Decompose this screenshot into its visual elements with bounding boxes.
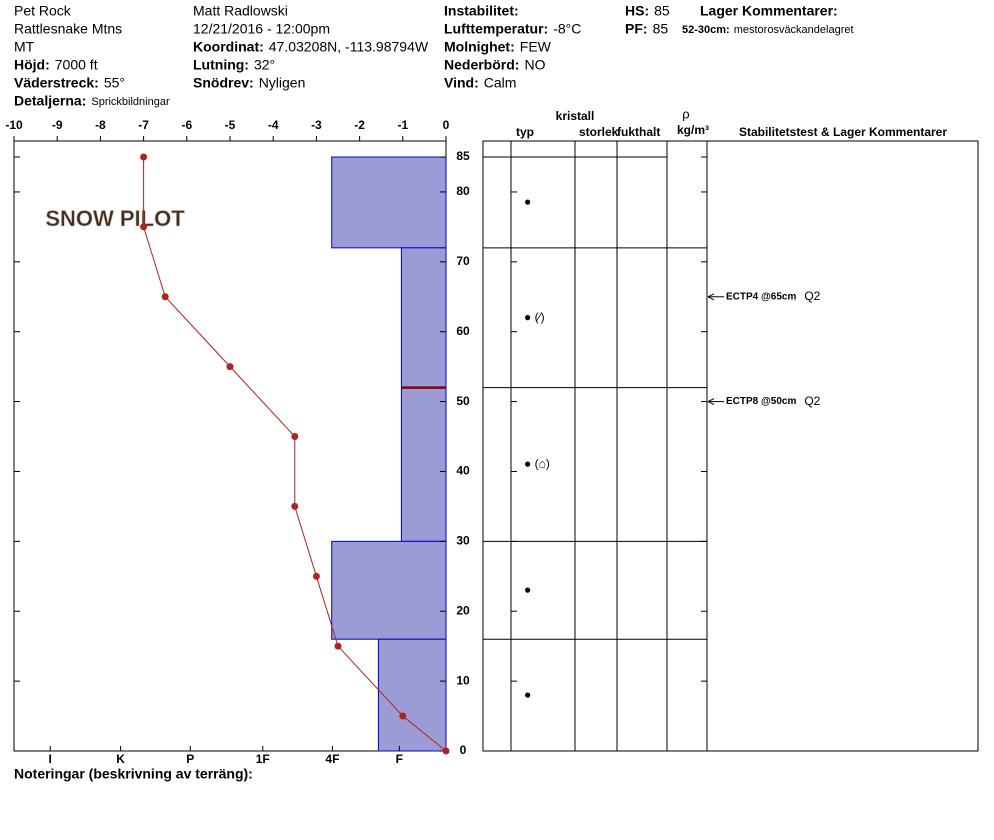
grain-type: ● — [524, 687, 531, 701]
field-label: Detaljerna: — [14, 93, 86, 109]
x-tick-label: -3 — [311, 118, 322, 132]
field-value: Rattlesnake Mtns — [14, 21, 122, 37]
table-frame — [482, 140, 979, 752]
test-label: ECTP8 @50cm — [726, 396, 796, 407]
y-tick-label: 20 — [456, 603, 470, 617]
field-value: 47.03208N, -113.98794W — [269, 39, 429, 55]
field-value: Sprickbildningar — [91, 96, 170, 108]
test-quality: Q2 — [804, 289, 820, 303]
column-header: storlek — [579, 125, 619, 139]
x-tick-label: -4 — [268, 118, 279, 132]
field-label: Molnighet: — [444, 39, 515, 55]
y-tick-label: 80 — [456, 184, 470, 198]
y-tick-label: 70 — [456, 254, 470, 268]
column-header: ρ — [682, 106, 689, 121]
column-header: kg/m³ — [677, 123, 709, 137]
x-tick-label: -9 — [52, 118, 63, 132]
field-value: 32° — [254, 57, 275, 73]
field-value: -8°C — [553, 21, 581, 37]
grain-type: ● — [524, 195, 531, 209]
column-header: typ — [516, 125, 534, 139]
hardness-tick-label: K — [116, 752, 125, 766]
y-tick-label: 0 — [460, 743, 467, 757]
field-label: PF: — [625, 21, 648, 37]
hardness-layer — [377, 638, 447, 752]
x-tick-label: -8 — [95, 118, 106, 132]
test-arrow-head — [707, 398, 715, 406]
field-value: 7000 ft — [55, 57, 98, 73]
temperature-point — [226, 363, 234, 371]
temperature-point — [140, 223, 148, 231]
field-label: Snödrev: — [193, 75, 254, 91]
x-tick-label: -6 — [181, 118, 192, 132]
field-value: 12/21/2016 - 12:00pm — [193, 21, 330, 37]
hardness-layer — [400, 247, 447, 389]
x-tick-label: 0 — [443, 118, 450, 132]
column-header: kristall — [556, 109, 595, 123]
y-tick-label: 40 — [456, 464, 470, 478]
field-label: Vind: — [444, 75, 479, 91]
grain-type: ● (⌂) — [524, 457, 550, 471]
field-label: Lufttemperatur: — [444, 21, 548, 37]
field-value: MT — [14, 39, 35, 55]
y-tick-label: 50 — [456, 394, 470, 408]
x-tick-label: -10 — [5, 118, 23, 132]
temperature-point — [399, 712, 407, 720]
temperature-point — [291, 433, 299, 441]
grain-type: ● — [524, 582, 531, 596]
field-value: 85 — [653, 21, 669, 37]
layer-comment-value: mestorosväckandelagret — [734, 24, 854, 36]
field-label: HS: — [625, 3, 649, 19]
layer-comments-title: Lager Kommentarer: — [700, 3, 838, 19]
field-label: Koordinat: — [193, 39, 264, 55]
y-tick-label: 85 — [456, 149, 470, 163]
hardness-layer — [400, 387, 447, 542]
temperature-line — [143, 157, 447, 752]
temperature-point — [312, 572, 320, 580]
notes: Noteringar (beskrivning av terräng): — [14, 766, 253, 782]
field-value: Matt Radlowski — [193, 3, 288, 19]
field-value: FEW — [520, 39, 552, 55]
test-arrow-head — [707, 293, 715, 301]
hardness-tick-label: 4F — [325, 752, 339, 766]
field-value: 55° — [104, 75, 125, 91]
temperature-point — [140, 153, 148, 161]
y-tick-label: 60 — [456, 324, 470, 338]
temperature-point — [291, 502, 299, 510]
column-header: Stabilitetstest & Lager Kommentarer — [739, 125, 947, 139]
y-tick-label: 30 — [456, 534, 470, 548]
field-label: Nederbörd: — [444, 57, 519, 73]
hardness-tick-label: I — [49, 752, 52, 766]
test-label: ECTP4 @65cm — [726, 291, 796, 302]
temperature-point — [334, 642, 342, 650]
y-tick-label: 10 — [456, 673, 470, 687]
x-tick-label: -5 — [225, 118, 236, 132]
grain-type: ● (⁄) — [524, 310, 545, 324]
field-value: NO — [524, 57, 545, 73]
field-label: Väderstreck: — [14, 75, 99, 91]
logo: SNOW PILOT — [45, 206, 185, 231]
field-value: Nyligen — [259, 75, 306, 91]
x-tick-label: -7 — [138, 118, 149, 132]
temperature-point — [161, 293, 169, 301]
test-quality: Q2 — [804, 394, 820, 408]
x-tick-label: -2 — [354, 118, 365, 132]
hardness-layer — [331, 540, 447, 640]
field-label: Höjd: — [14, 57, 50, 73]
temperature-point — [442, 747, 450, 755]
layer-comment-label: 52-30cm: — [682, 24, 730, 36]
hardness-tick-label: 1F — [256, 752, 270, 766]
x-tick-label: -1 — [397, 118, 408, 132]
field-value: 85 — [654, 3, 670, 19]
field-label: Instabilitet: — [444, 3, 519, 19]
hardness-tick-label: P — [186, 752, 194, 766]
hardness-tick-label: F — [396, 752, 403, 766]
field-value: Calm — [484, 75, 517, 91]
field-value: Pet Rock — [14, 3, 72, 19]
hardness-layer — [331, 156, 447, 249]
field-label: Lutning: — [193, 57, 249, 73]
column-header: fukthalt — [617, 125, 660, 139]
